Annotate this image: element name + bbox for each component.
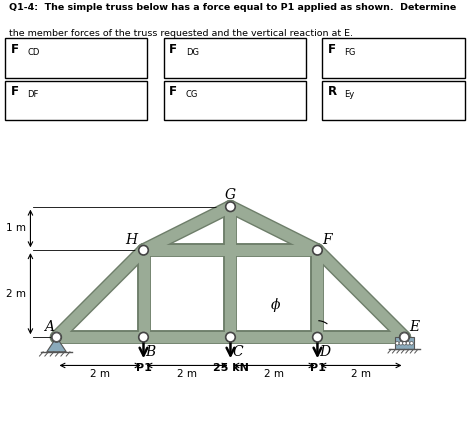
Bar	[164, 38, 306, 78]
Text: DF: DF	[27, 90, 38, 99]
Text: Ey: Ey	[345, 90, 355, 99]
Circle shape	[226, 332, 235, 342]
Text: DG: DG	[186, 48, 199, 57]
Text: CG: CG	[186, 90, 198, 99]
Text: 1 m: 1 m	[6, 223, 26, 234]
Text: CD: CD	[27, 48, 39, 57]
Text: R: R	[328, 85, 337, 98]
Text: 2 m: 2 m	[177, 369, 197, 379]
Circle shape	[395, 341, 399, 345]
Circle shape	[52, 333, 61, 341]
Text: C: C	[233, 345, 243, 359]
Text: F: F	[10, 85, 18, 98]
Circle shape	[399, 341, 402, 345]
Text: 2 m: 2 m	[351, 369, 371, 379]
Text: the member forces of the truss requested and the vertical reaction at E.: the member forces of the truss requested…	[9, 29, 354, 38]
Text: 25 kN: 25 kN	[212, 363, 248, 373]
Circle shape	[313, 246, 322, 255]
Text: D: D	[319, 345, 331, 359]
Circle shape	[313, 332, 322, 342]
Text: F: F	[169, 85, 177, 98]
Circle shape	[406, 341, 410, 345]
Text: B: B	[146, 345, 156, 359]
Bar	[5, 81, 147, 121]
Text: F: F	[328, 43, 336, 56]
Bar	[164, 81, 306, 121]
Text: E: E	[410, 320, 420, 334]
Text: FG: FG	[345, 48, 356, 57]
Text: P1: P1	[310, 363, 325, 373]
Text: G: G	[225, 187, 236, 202]
Circle shape	[403, 341, 406, 345]
Text: ϕ: ϕ	[271, 299, 281, 312]
Bar	[5, 38, 147, 78]
Text: A: A	[45, 320, 55, 334]
Text: F: F	[323, 233, 332, 247]
Text: H: H	[125, 233, 137, 247]
Text: 2 m: 2 m	[264, 369, 284, 379]
Text: 2 m: 2 m	[6, 289, 26, 299]
Polygon shape	[47, 337, 66, 352]
Bar	[322, 81, 465, 121]
Bar	[322, 38, 465, 78]
Bar	[395, 337, 414, 349]
Text: F: F	[169, 43, 177, 56]
Text: Q1-4:  The simple truss below has a force equal to P1 applied as shown.  Determi: Q1-4: The simple truss below has a force…	[9, 3, 457, 12]
Circle shape	[52, 332, 61, 342]
Circle shape	[400, 332, 409, 342]
Circle shape	[410, 341, 413, 345]
Text: P1: P1	[136, 363, 151, 373]
Text: F: F	[10, 43, 18, 56]
Circle shape	[226, 202, 235, 211]
Circle shape	[139, 246, 148, 255]
Circle shape	[139, 332, 148, 342]
Circle shape	[400, 333, 409, 341]
Text: 2 m: 2 m	[90, 369, 110, 379]
